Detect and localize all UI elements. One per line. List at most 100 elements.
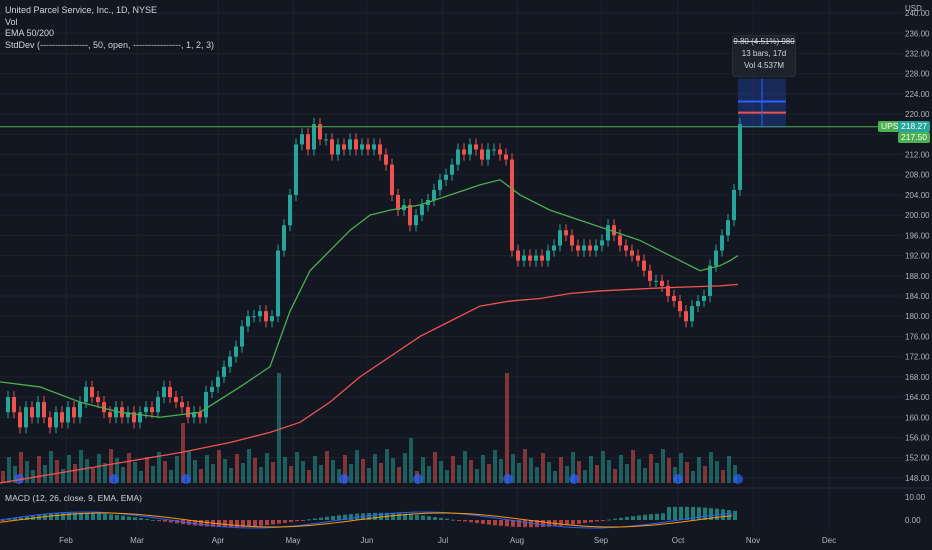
volume-bar <box>25 461 29 483</box>
candle-body <box>228 356 232 367</box>
volume-bar <box>649 454 653 483</box>
volume-bar <box>19 452 23 483</box>
macd-histogram-bar <box>121 515 125 520</box>
volume-bar <box>733 465 737 483</box>
volume-bar <box>343 455 347 483</box>
volume-bar <box>91 468 95 483</box>
candle-body <box>372 144 376 150</box>
macd-tick-label: 10.00 <box>905 493 926 502</box>
candle-body <box>138 412 142 423</box>
candle-body <box>84 386 88 403</box>
volume-bar <box>403 453 407 483</box>
candle-body <box>330 139 334 155</box>
macd-histogram-bar <box>259 520 263 526</box>
candle-body <box>498 149 502 155</box>
volume-bar <box>565 466 569 483</box>
time-tick-label: Mar <box>130 536 144 545</box>
macd-histogram-bar <box>481 520 485 524</box>
macd-histogram-bar <box>199 520 203 526</box>
volume-bar <box>61 469 65 483</box>
candle-body <box>528 255 532 261</box>
volume-bar <box>433 452 437 483</box>
macd-histogram-bar <box>373 512 377 520</box>
volume-bar <box>559 457 563 483</box>
volume-bar <box>523 449 527 483</box>
price-tick-label: 196.00 <box>905 231 930 240</box>
volume-bar <box>553 471 557 483</box>
volume-bar <box>721 470 725 483</box>
symbol-tag[interactable]: UPS <box>878 121 902 132</box>
macd-histogram-bar <box>487 520 491 525</box>
macd-histogram-bar <box>499 520 503 526</box>
volume-bar <box>613 469 617 483</box>
macd-histogram-bar <box>691 507 695 520</box>
candle-body <box>444 174 448 180</box>
volume-bar <box>151 466 155 483</box>
macd-histogram-bar <box>247 520 251 527</box>
macd-histogram-bar <box>331 515 335 520</box>
ema-indicator-label[interactable]: EMA 50/200 <box>5 28 55 38</box>
volume-bar <box>589 456 593 483</box>
price-tick-label: 224.00 <box>905 90 930 99</box>
macd-histogram-bar <box>463 520 467 522</box>
candle-body <box>378 144 382 155</box>
macd-histogram-bar <box>541 520 545 527</box>
volume-bar <box>43 465 47 483</box>
candle-body <box>648 270 652 281</box>
volume-bar <box>73 464 77 483</box>
candle-body <box>102 402 106 413</box>
candle-body <box>66 407 70 423</box>
candle-body <box>702 296 706 302</box>
earnings-marker <box>339 474 349 484</box>
macd-histogram-bar <box>397 513 401 520</box>
volume-bar <box>37 456 41 483</box>
macd-histogram-bar <box>1 520 5 521</box>
volume-bar <box>49 451 53 483</box>
candle-body <box>300 134 304 145</box>
volume-bar <box>211 464 215 483</box>
macd-histogram-bar <box>613 518 617 520</box>
macd-histogram-bar <box>97 513 101 520</box>
macd-histogram-bar <box>25 516 29 520</box>
volume-bar <box>229 468 233 483</box>
volume-indicator-label[interactable]: Vol <box>5 16 18 27</box>
macd-histogram-bar <box>565 520 569 526</box>
symbol-title[interactable]: United Parcel Service, Inc., 1D, NYSE <box>5 5 158 15</box>
candle-body <box>54 412 58 428</box>
volume-bar <box>475 469 479 483</box>
price-tick-label: 168.00 <box>905 373 930 382</box>
price-tick-label: 240.00 <box>905 9 930 18</box>
volume-bar <box>139 471 143 483</box>
volume-bar <box>457 465 461 483</box>
macd-histogram-bar <box>271 520 275 525</box>
volume-bar <box>295 452 299 483</box>
macd-histogram-bar <box>601 520 605 521</box>
macd-histogram-bar <box>319 517 323 520</box>
volume-bar <box>259 467 263 483</box>
macd-indicator-label[interactable]: MACD (12, 26, close, 9, EMA, EMA) <box>5 493 142 503</box>
volume-bar <box>193 460 197 483</box>
candle-body <box>516 250 520 261</box>
macd-histogram-bar <box>313 518 317 520</box>
volume-bar <box>715 461 719 483</box>
candle-body <box>462 149 466 155</box>
candle-body <box>306 134 310 150</box>
macd-histogram-bar <box>439 517 443 520</box>
stddev-indicator-label[interactable]: StdDev (----------------, 50, open, ----… <box>5 39 214 50</box>
line-price-tag: 217.50 <box>898 132 930 143</box>
macd-histogram-bar <box>169 520 173 523</box>
volume-bar <box>529 458 533 483</box>
volume-bar <box>451 456 455 483</box>
candle-body <box>72 407 76 418</box>
volume-bar <box>517 463 521 483</box>
candle-body <box>324 139 328 141</box>
macd-histogram-bar <box>571 520 575 525</box>
volume-bar <box>547 462 551 483</box>
volume-bar <box>709 452 713 483</box>
macd-histogram-bar <box>205 520 209 527</box>
macd-histogram-bar <box>73 512 77 520</box>
macd-histogram-bar <box>451 519 455 521</box>
candle-body <box>678 301 682 312</box>
candle-body <box>696 301 700 307</box>
